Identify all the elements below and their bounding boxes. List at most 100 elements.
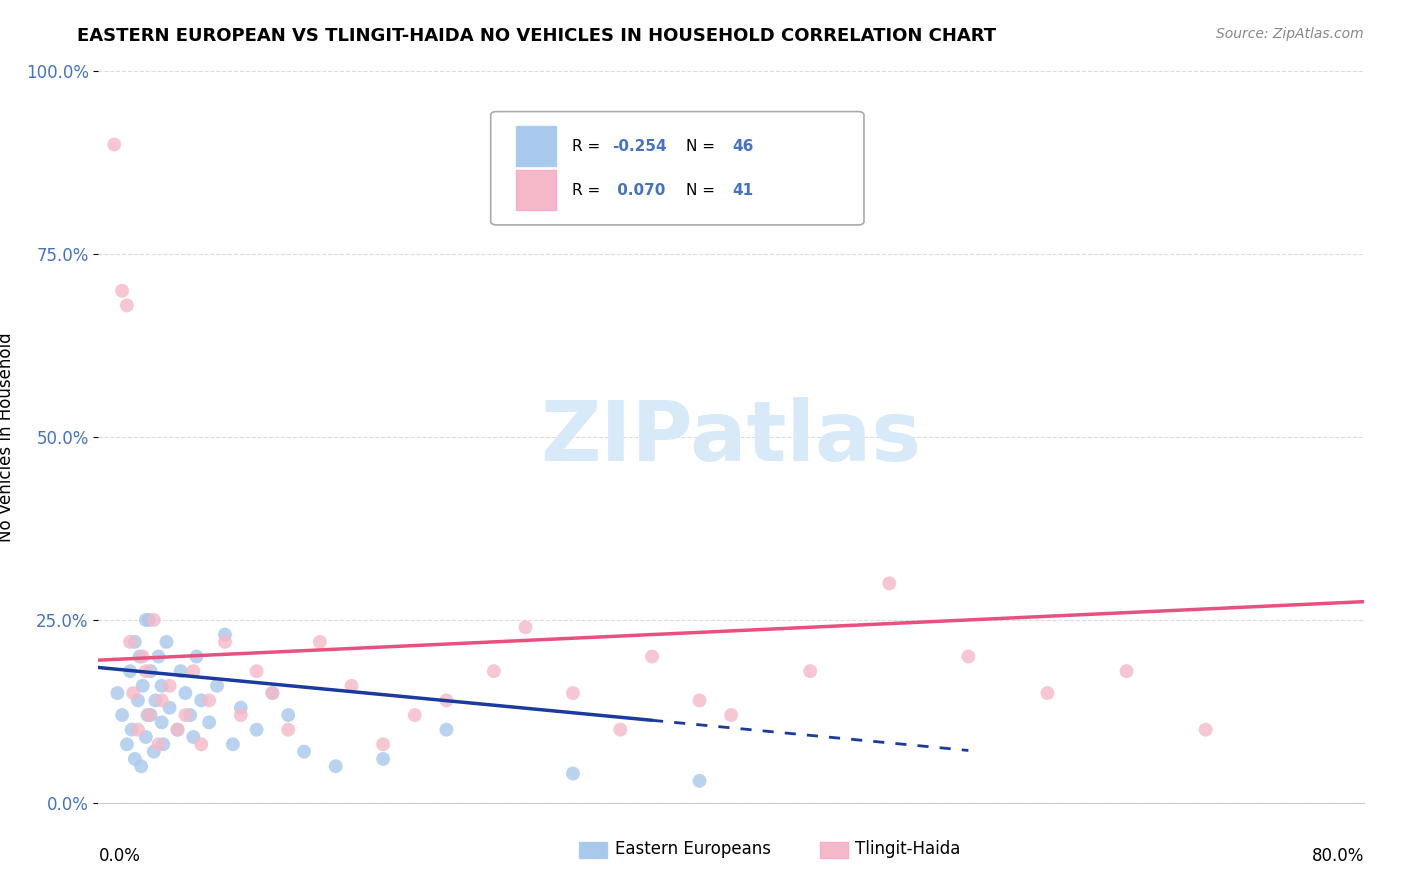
Point (262, 686, 284, 700)
Y-axis label: No Vehicles in Household: No Vehicles in Household (0, 332, 14, 542)
Point (957, 649, 980, 664)
Point (277, 723, 299, 737)
Point (609, 723, 631, 737)
Text: Eastern Europeans: Eastern Europeans (614, 840, 770, 858)
Point (174, 686, 197, 700)
Point (142, 613, 165, 627)
Point (641, 649, 664, 664)
Point (720, 708, 742, 723)
Point (561, 766, 585, 780)
Point (159, 679, 181, 693)
Point (111, 284, 134, 298)
Point (688, 773, 710, 788)
Point (198, 715, 221, 730)
Point (148, 737, 170, 751)
Point (107, 686, 129, 700)
Point (120, 664, 141, 678)
Text: 80.0%: 80.0% (1312, 847, 1364, 864)
Point (169, 664, 191, 678)
Point (129, 759, 152, 773)
Point (325, 759, 347, 773)
Text: N =: N = (686, 183, 720, 198)
Point (515, 620, 537, 634)
Point (1195, 723, 1218, 737)
Point (561, 686, 585, 700)
Point (229, 708, 252, 723)
Point (166, 723, 188, 737)
Bar (579, 841, 607, 858)
Point (124, 635, 146, 649)
Point (127, 723, 149, 737)
Point (190, 693, 212, 707)
Point (246, 723, 269, 737)
Point (214, 627, 236, 641)
Point (198, 693, 221, 707)
Point (340, 679, 363, 693)
Point (404, 708, 426, 723)
Text: 46: 46 (733, 139, 754, 153)
Point (229, 700, 252, 714)
Point (436, 693, 458, 707)
Text: R =: R = (572, 183, 605, 198)
Point (152, 737, 174, 751)
Point (205, 679, 228, 693)
Point (371, 737, 394, 751)
Point (142, 745, 165, 759)
Point (799, 664, 821, 678)
Point (139, 708, 162, 723)
Text: R =: R = (572, 139, 605, 153)
Bar (516, 170, 557, 211)
Point (877, 576, 901, 591)
Text: 0.0%: 0.0% (98, 847, 141, 864)
Point (482, 664, 505, 678)
Point (120, 635, 141, 649)
Point (159, 700, 181, 714)
Point (122, 686, 145, 700)
Point (222, 737, 245, 751)
Point (436, 723, 458, 737)
Point (128, 649, 150, 664)
Point (1036, 686, 1059, 700)
Point (138, 613, 160, 627)
Point (135, 664, 157, 678)
Point (179, 708, 201, 723)
Point (166, 723, 188, 737)
Point (124, 752, 146, 766)
Point (145, 693, 166, 707)
Point (136, 708, 159, 723)
Point (277, 708, 299, 723)
Point (214, 635, 236, 649)
Text: EASTERN EUROPEAN VS TLINGIT-HAIDA NO VEHICLES IN HOUSEHOLD CORRELATION CHART: EASTERN EUROPEAN VS TLINGIT-HAIDA NO VEH… (77, 27, 997, 45)
Bar (820, 841, 848, 858)
Point (688, 693, 710, 707)
Point (115, 737, 138, 751)
Text: Tlingit-Haida: Tlingit-Haida (855, 840, 960, 858)
Point (135, 613, 157, 627)
Text: 0.070: 0.070 (612, 183, 665, 198)
Text: 41: 41 (733, 183, 754, 198)
Bar (516, 127, 557, 167)
Point (150, 715, 173, 730)
Text: -0.254: -0.254 (612, 139, 666, 153)
Text: Source: ZipAtlas.com: Source: ZipAtlas.com (1216, 27, 1364, 41)
Point (150, 693, 173, 707)
Point (262, 686, 284, 700)
Point (132, 679, 155, 693)
Point (139, 664, 162, 678)
Point (174, 708, 197, 723)
Point (111, 708, 134, 723)
Point (246, 664, 269, 678)
Point (1115, 664, 1137, 678)
Point (135, 730, 157, 744)
Point (121, 723, 143, 737)
Point (150, 679, 173, 693)
Point (186, 649, 208, 664)
Point (309, 635, 332, 649)
Point (138, 708, 160, 723)
Point (148, 649, 170, 664)
Point (103, 137, 125, 152)
Point (183, 664, 205, 678)
Point (127, 693, 149, 707)
Point (190, 737, 212, 751)
Point (155, 635, 177, 649)
